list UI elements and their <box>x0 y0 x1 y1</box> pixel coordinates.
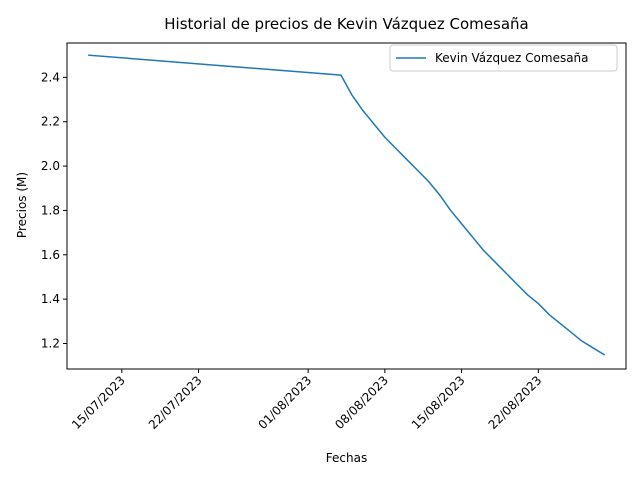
y-axis: 1.2 1.4 1.6 1.8 2.0 2.2 2.4 <box>41 70 67 350</box>
plot-frame <box>66 42 627 370</box>
y-tick-label: 1.8 <box>41 203 60 217</box>
legend-entry-label: Kevin Vázquez Comesaña <box>435 51 589 65</box>
y-tick-label: 1.6 <box>41 248 60 262</box>
legend-box <box>389 44 618 72</box>
y-tick-label: 2.2 <box>41 115 60 129</box>
x-axis-label: Fechas <box>326 451 367 465</box>
legend: Kevin Vázquez Comesaña <box>389 44 618 72</box>
y-tick-label: 1.2 <box>41 336 60 350</box>
y-tick-label: 2.4 <box>41 70 60 84</box>
y-tick-label: 2.0 <box>41 159 60 173</box>
plot-area <box>88 54 606 356</box>
series-line <box>88 54 606 356</box>
y-axis-label: Precios (M) <box>15 172 29 238</box>
chart-title: Historial de precios de Kevin Vázquez Co… <box>164 15 528 33</box>
y-tick-label: 1.4 <box>41 292 60 306</box>
